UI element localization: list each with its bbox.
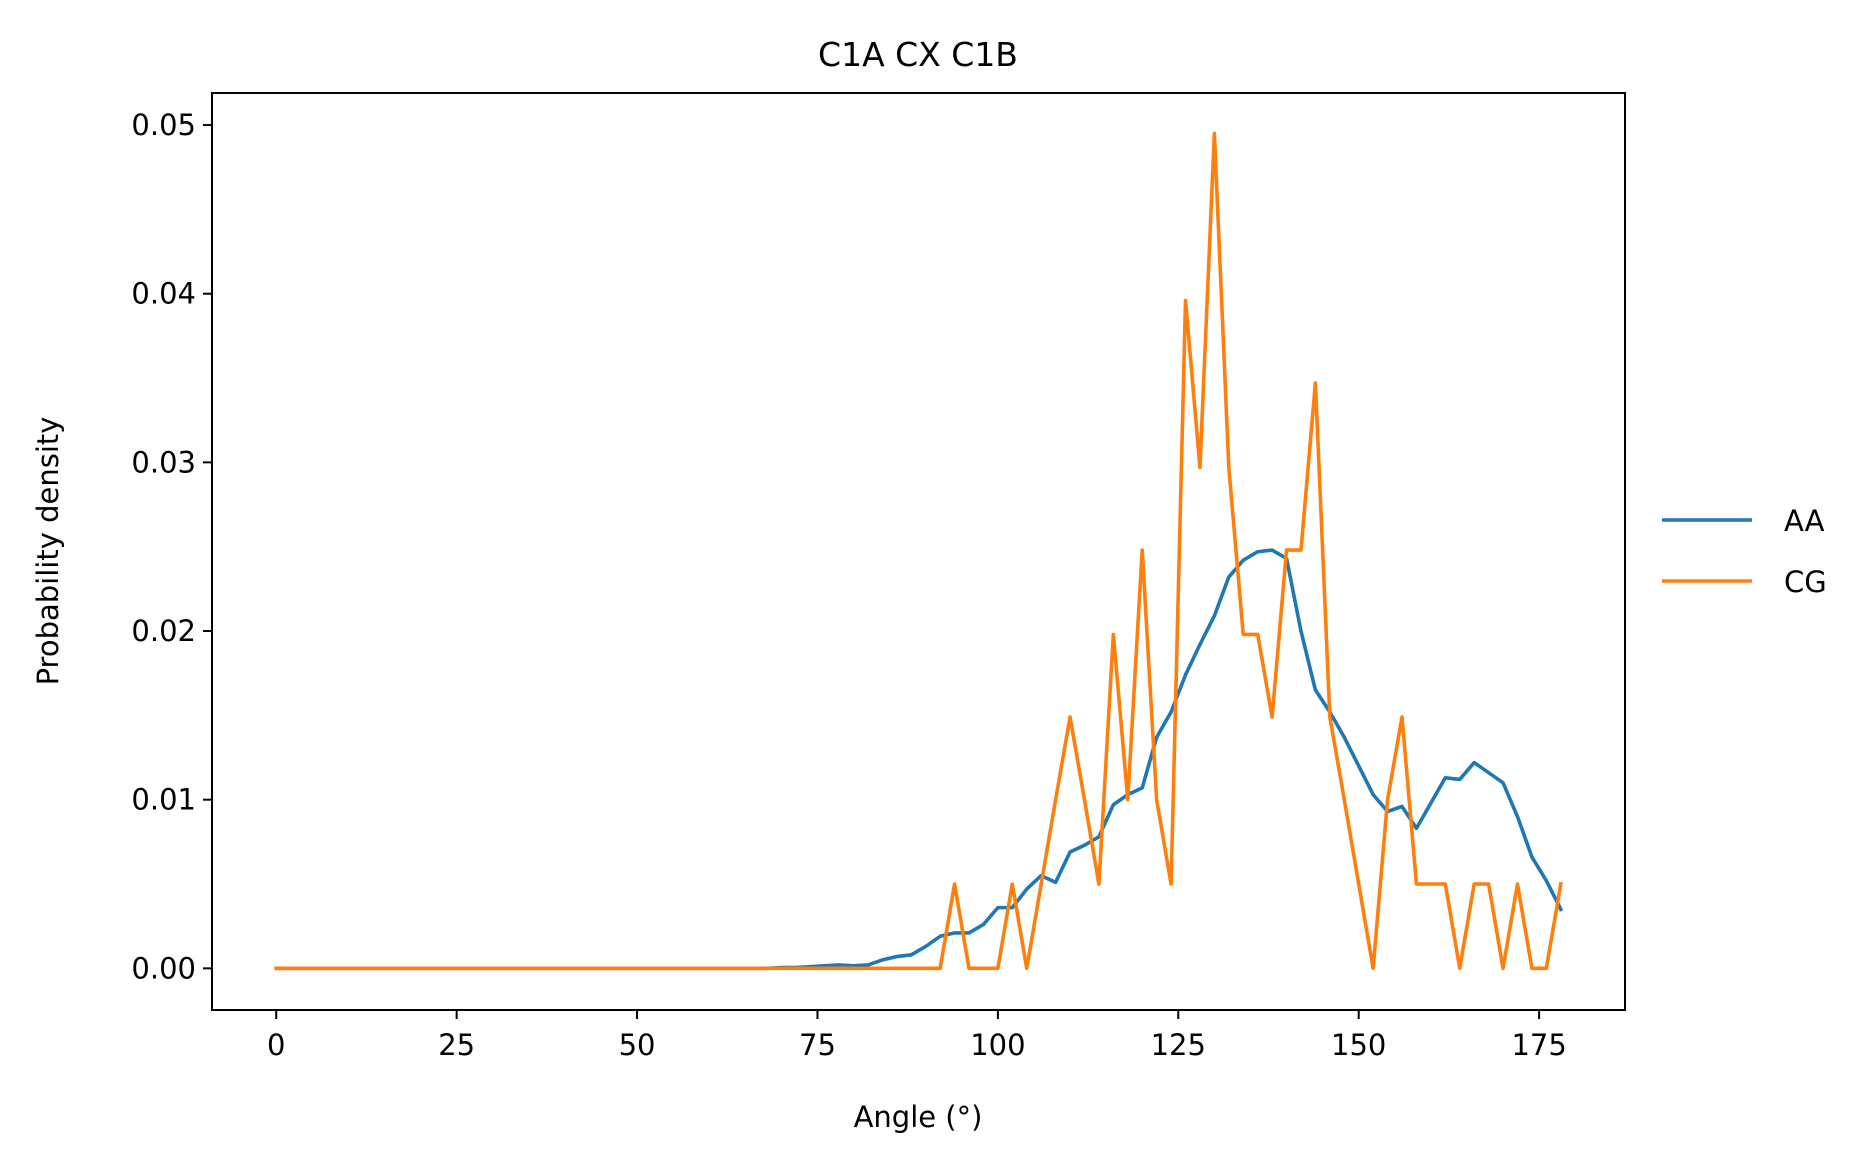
y-axis: 0.00 0.01 0.02 0.03 0.04 0.05: [131, 108, 212, 985]
y-tick-label: 0.03: [131, 445, 196, 479]
series-line-cg: [274, 131, 1563, 971]
legend-label-aa: AA: [1784, 504, 1825, 538]
x-tick-label: 125: [1151, 1028, 1206, 1062]
x-tick-label: 75: [799, 1028, 836, 1062]
legend: AA CG: [1662, 504, 1827, 599]
x-tick-label: 50: [619, 1028, 656, 1062]
y-tick-label: 0.00: [131, 951, 196, 985]
y-tick-label: 0.01: [131, 783, 196, 817]
plot-area-frame: [211, 92, 1626, 1011]
y-tick-label: 0.04: [131, 277, 196, 311]
x-tick-label: 150: [1331, 1028, 1386, 1062]
y-tick-label: 0.05: [131, 108, 196, 142]
y-axis-label: Probability density: [31, 417, 65, 686]
x-tick-label: 0: [267, 1028, 285, 1062]
x-tick-label: 25: [438, 1028, 475, 1062]
chart-title: C1A CX C1B: [818, 35, 1018, 74]
x-tick-label: 175: [1511, 1028, 1566, 1062]
x-tick-label: 100: [970, 1028, 1025, 1062]
x-axis: 0 25 50 75 100 125 150 175: [267, 1010, 1567, 1062]
legend-label-cg: CG: [1784, 565, 1827, 599]
y-tick-label: 0.02: [131, 614, 196, 648]
series-layer: [274, 131, 1564, 971]
x-axis-label: Angle (°): [854, 1100, 983, 1134]
